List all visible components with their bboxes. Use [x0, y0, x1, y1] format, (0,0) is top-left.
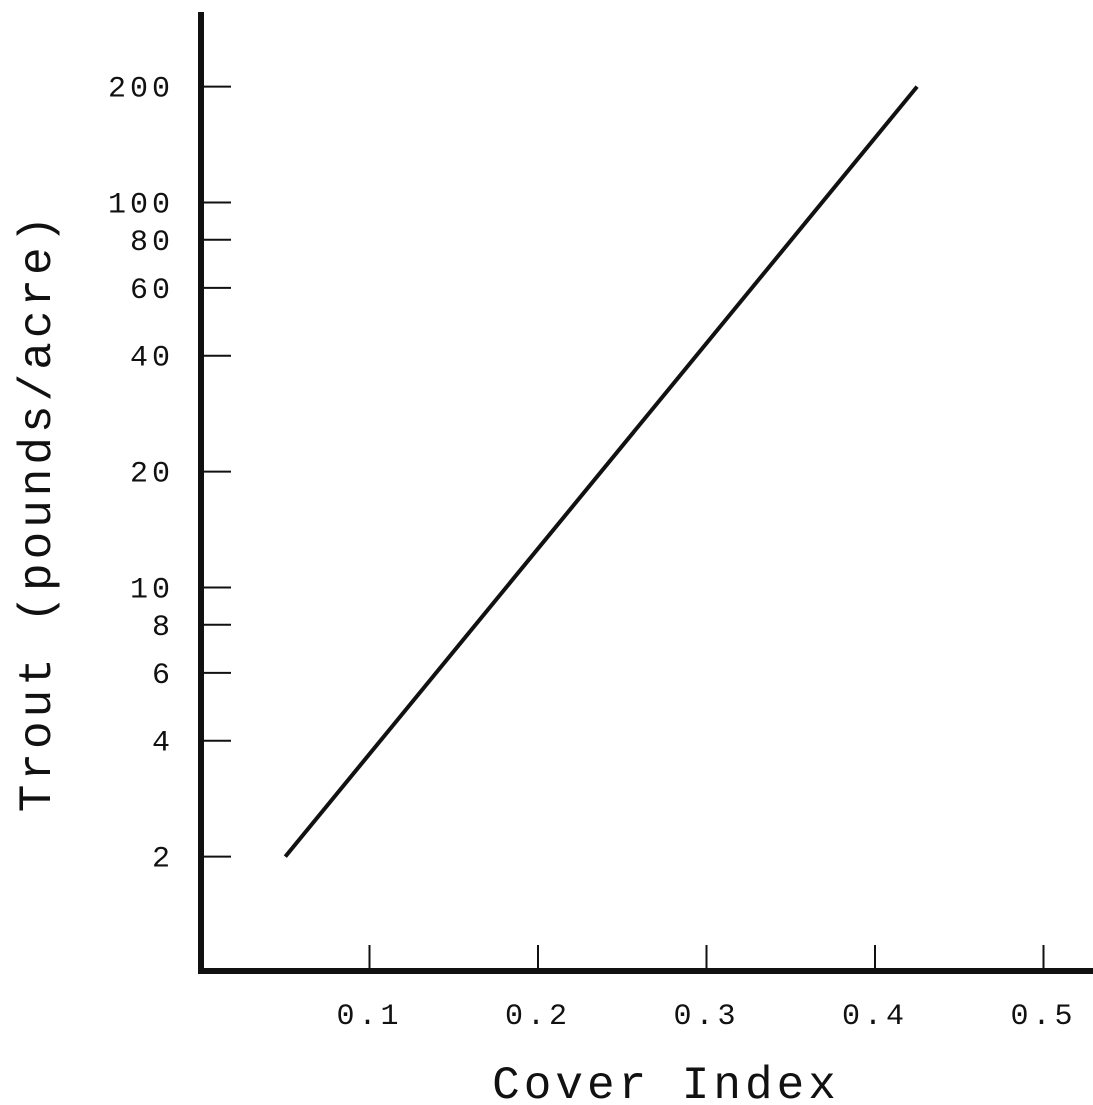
series-line	[283, 85, 919, 858]
y-tick-label: 2	[152, 843, 174, 877]
x-axis-title: Cover Index	[492, 1060, 840, 1105]
y-tick-label: 4	[152, 727, 174, 761]
x-ticks: 0.1 0.2 0.3 0.4 0.5	[336, 945, 1076, 1034]
x-tick-label: 0.5	[1010, 1000, 1076, 1034]
x-tick-label: 0.1	[336, 1000, 402, 1034]
y-axis-title: Trout (pounds/acre)	[12, 212, 64, 813]
y-tick-label: 6	[152, 659, 174, 693]
x-tick-label: 0.4	[842, 1000, 908, 1034]
series-group	[283, 85, 919, 858]
y-tick-label: 80	[130, 226, 174, 260]
x-tick-label: 0.3	[673, 1000, 739, 1034]
y-tick-label: 60	[130, 274, 174, 308]
y-tick-label: 40	[130, 342, 174, 376]
y-tick-label: 200	[108, 73, 174, 107]
y-tick-label: 8	[152, 611, 174, 645]
x-tick-label: 0.2	[505, 1000, 571, 1034]
y-tick-label: 10	[130, 574, 174, 608]
y-tick-label: 20	[130, 458, 174, 492]
y-tick-label: 100	[108, 189, 174, 223]
